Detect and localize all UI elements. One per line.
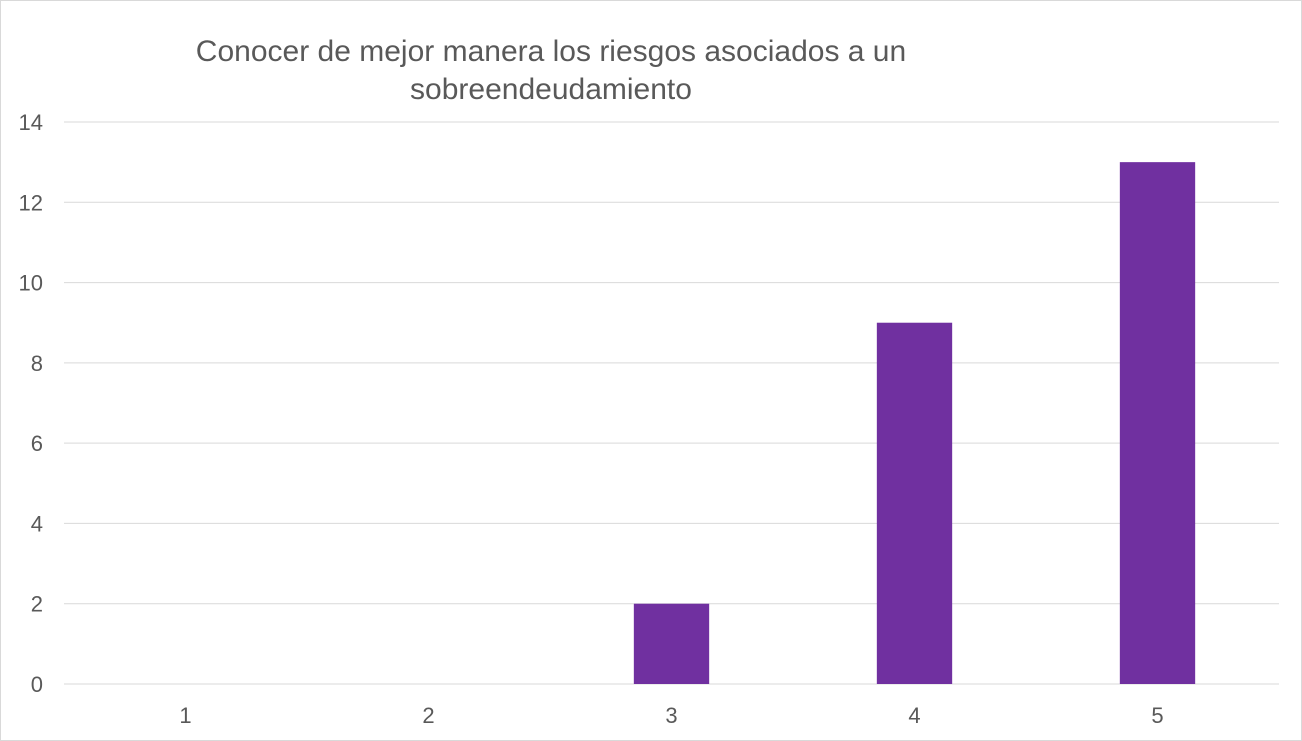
chart-title-line-1: Conocer de mejor manera los riesgos asoc… <box>195 35 907 68</box>
x-tick-label: 1 <box>179 703 191 728</box>
chart-title-line-2: sobreendeudamiento <box>410 73 692 106</box>
y-tick-label: 10 <box>19 271 43 296</box>
y-tick-label: 4 <box>31 511 43 536</box>
x-tick-label: 4 <box>908 703 920 728</box>
chart-title: Conocer de mejor manera los riesgos asoc… <box>151 33 951 109</box>
y-tick-label: 0 <box>31 672 43 697</box>
x-tick-label: 2 <box>422 703 434 728</box>
y-tick-label: 6 <box>31 431 43 456</box>
x-tick-label: 5 <box>1151 703 1163 728</box>
bar-category-4 <box>876 322 953 684</box>
bar-category-5 <box>1119 162 1196 685</box>
bar-category-3 <box>633 603 710 684</box>
bars <box>633 162 1196 685</box>
gridlines <box>64 121 1279 685</box>
x-tick-label: 3 <box>665 703 677 728</box>
y-tick-label: 8 <box>31 351 43 376</box>
y-tick-label: 2 <box>31 592 43 617</box>
y-tick-label: 14 <box>19 110 43 135</box>
y-tick-label: 12 <box>19 190 43 215</box>
